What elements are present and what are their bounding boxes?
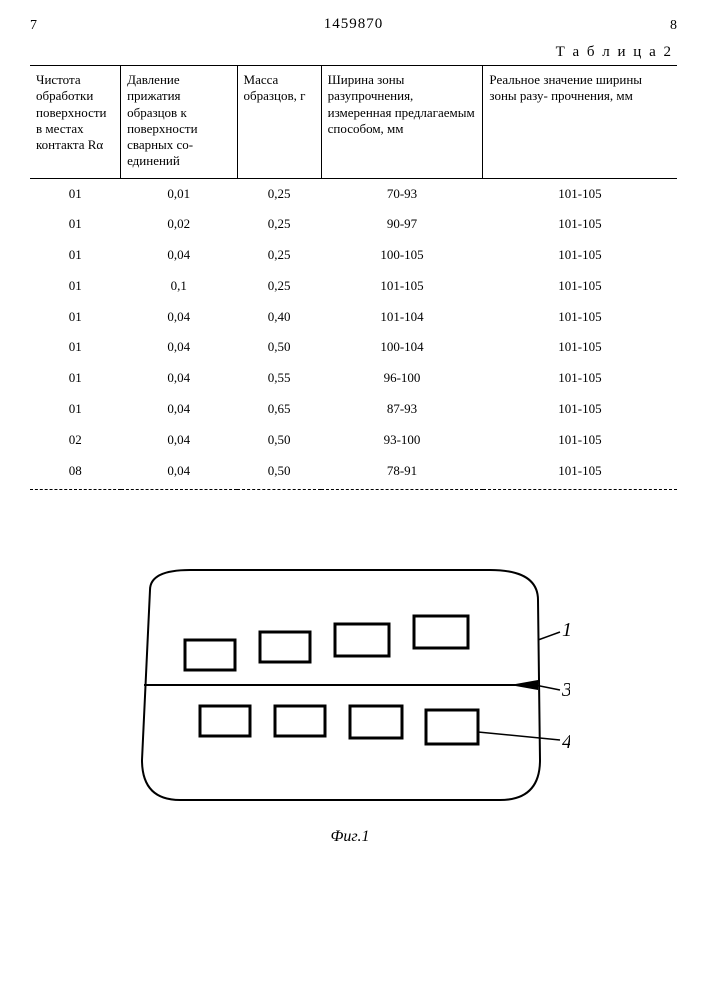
- table-row: 010,040,5596-100101-105: [30, 363, 677, 394]
- table-cell: 101-105: [483, 332, 677, 363]
- table-cell: 101-105: [483, 456, 677, 490]
- table-cell: 0,40: [237, 302, 321, 333]
- table-cell: 101-105: [321, 271, 483, 302]
- table-cell: 100-105: [321, 240, 483, 271]
- table-cell: 02: [30, 425, 121, 456]
- table-cell: 101-105: [483, 240, 677, 271]
- table-cell: 01: [30, 332, 121, 363]
- figure-svg: 1 3 4: [130, 560, 570, 820]
- table-cell: 01: [30, 363, 121, 394]
- col-header: Реальное значение ширины зоны разу- проч…: [483, 66, 677, 179]
- table-cell: 0,04: [121, 456, 237, 490]
- table-row: 010,10,25101-105101-105: [30, 271, 677, 302]
- table-row: 010,040,6587-93101-105: [30, 394, 677, 425]
- table-cell: 87-93: [321, 394, 483, 425]
- table-cell: 78-91: [321, 456, 483, 490]
- table-row: 010,040,25100-105101-105: [30, 240, 677, 271]
- table-cell: 0,65: [237, 394, 321, 425]
- table-cell: 0,55: [237, 363, 321, 394]
- data-table: Чистота обработки поверхности в местах к…: [30, 65, 677, 490]
- leader-line: [538, 632, 560, 640]
- table-cell: 01: [30, 394, 121, 425]
- table-cell: 101-105: [483, 425, 677, 456]
- figure-label-3: 3: [561, 679, 570, 701]
- table-cell: 08: [30, 456, 121, 490]
- table-cell: 101-105: [483, 271, 677, 302]
- table-body: 010,010,2570-93101-105010,020,2590-97101…: [30, 178, 677, 490]
- table-cell: 01: [30, 271, 121, 302]
- table-row: 080,040,5078-91101-105: [30, 456, 677, 490]
- leader-line: [478, 732, 560, 740]
- table-row: 020,040,5093-100101-105: [30, 425, 677, 456]
- table-cell: 0,02: [121, 209, 237, 240]
- page-number-left: 7: [30, 18, 37, 34]
- table-cell: 01: [30, 178, 121, 209]
- table-cell: 0,25: [237, 178, 321, 209]
- table-row: 010,010,2570-93101-105: [30, 178, 677, 209]
- seam-wedge: [510, 680, 538, 690]
- col-header: Чистота обработки поверхности в местах к…: [30, 66, 121, 179]
- table-cell: 101-105: [483, 178, 677, 209]
- table-cell: 0,50: [237, 332, 321, 363]
- table-cell: 101-104: [321, 302, 483, 333]
- table-cell: 0,04: [121, 332, 237, 363]
- table-cell: 90-97: [321, 209, 483, 240]
- col-header: Масса образцов, г: [237, 66, 321, 179]
- col-header: Давление прижатия образцов к поверхности…: [121, 66, 237, 179]
- table-row: 010,020,2590-97101-105: [30, 209, 677, 240]
- patent-number: 1459870: [324, 16, 384, 33]
- table-cell: 0,04: [121, 363, 237, 394]
- table-cell: 0,25: [237, 240, 321, 271]
- sample-rect: [335, 624, 389, 656]
- sample-rect: [426, 710, 478, 744]
- table-cell: 0,50: [237, 456, 321, 490]
- table-cell: 93-100: [321, 425, 483, 456]
- table-cell: 0,04: [121, 240, 237, 271]
- table-caption: Т а б л и ц а 2: [30, 44, 673, 61]
- table-cell: 70-93: [321, 178, 483, 209]
- sample-rect: [350, 706, 402, 738]
- sample-rect: [200, 706, 250, 736]
- sample-rect: [260, 632, 310, 662]
- table-cell: 96-100: [321, 363, 483, 394]
- table-cell: 0,25: [237, 271, 321, 302]
- table-cell: 101-105: [483, 363, 677, 394]
- table-cell: 0,1: [121, 271, 237, 302]
- table-cell: 0,01: [121, 178, 237, 209]
- figure-label-1: 1: [562, 619, 570, 641]
- sample-rect: [414, 616, 468, 648]
- table-cell: 101-105: [483, 209, 677, 240]
- table-cell: 0,25: [237, 209, 321, 240]
- sample-rect: [185, 640, 235, 670]
- table-cell: 100-104: [321, 332, 483, 363]
- figure-caption: Фиг.1: [130, 828, 570, 846]
- table-row: 010,040,50100-104101-105: [30, 332, 677, 363]
- table-cell: 0,50: [237, 425, 321, 456]
- sample-rect: [275, 706, 325, 736]
- table-cell: 01: [30, 302, 121, 333]
- col-header: Ширина зоны разупрочнения, измеренная пр…: [321, 66, 483, 179]
- table-cell: 01: [30, 240, 121, 271]
- table-cell: 01: [30, 209, 121, 240]
- table-cell: 0,04: [121, 425, 237, 456]
- table-cell: 101-105: [483, 302, 677, 333]
- figure-label-4: 4: [562, 731, 570, 753]
- table-cell: 101-105: [483, 394, 677, 425]
- figure-1: 1 3 4 Фиг.1: [130, 560, 570, 846]
- page-number-right: 8: [670, 18, 677, 34]
- table-cell: 0,04: [121, 302, 237, 333]
- table-cell: 0,04: [121, 394, 237, 425]
- table-row: 010,040,40101-104101-105: [30, 302, 677, 333]
